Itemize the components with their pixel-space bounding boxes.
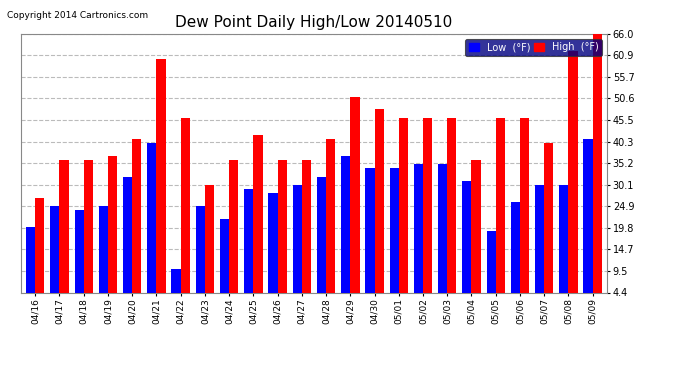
Title: Dew Point Daily High/Low 20140510: Dew Point Daily High/Low 20140510: [175, 15, 453, 30]
Bar: [147, 143, 157, 311]
Bar: [414, 164, 423, 311]
Bar: [35, 198, 44, 311]
Bar: [438, 164, 447, 311]
Bar: [75, 210, 83, 311]
Bar: [390, 168, 399, 311]
Bar: [341, 156, 351, 311]
Bar: [26, 227, 35, 311]
Bar: [351, 97, 359, 311]
Bar: [326, 139, 335, 311]
Bar: [317, 177, 326, 311]
Bar: [544, 143, 553, 311]
Bar: [593, 34, 602, 311]
Bar: [423, 118, 432, 311]
Bar: [569, 51, 578, 311]
Bar: [59, 160, 69, 311]
Bar: [268, 194, 277, 311]
Bar: [196, 206, 205, 311]
Bar: [229, 160, 238, 311]
Bar: [171, 269, 181, 311]
Bar: [123, 177, 132, 311]
Text: Copyright 2014 Cartronics.com: Copyright 2014 Cartronics.com: [7, 11, 148, 20]
Bar: [462, 181, 471, 311]
Bar: [447, 118, 457, 311]
Bar: [132, 139, 141, 311]
Bar: [99, 206, 108, 311]
Bar: [50, 206, 59, 311]
Bar: [157, 59, 166, 311]
Bar: [559, 185, 569, 311]
Bar: [277, 160, 287, 311]
Bar: [253, 135, 263, 311]
Bar: [471, 160, 481, 311]
Bar: [495, 118, 505, 311]
Bar: [302, 160, 311, 311]
Bar: [181, 118, 190, 311]
Bar: [220, 219, 229, 311]
Bar: [535, 185, 544, 311]
Bar: [375, 110, 384, 311]
Bar: [520, 118, 529, 311]
Bar: [365, 168, 375, 311]
Legend: Low  (°F), High  (°F): Low (°F), High (°F): [466, 39, 602, 56]
Bar: [511, 202, 520, 311]
Bar: [108, 156, 117, 311]
Bar: [399, 118, 408, 311]
Bar: [584, 139, 593, 311]
Bar: [486, 231, 495, 311]
Bar: [244, 189, 253, 311]
Bar: [293, 185, 302, 311]
Bar: [83, 160, 93, 311]
Bar: [205, 185, 214, 311]
